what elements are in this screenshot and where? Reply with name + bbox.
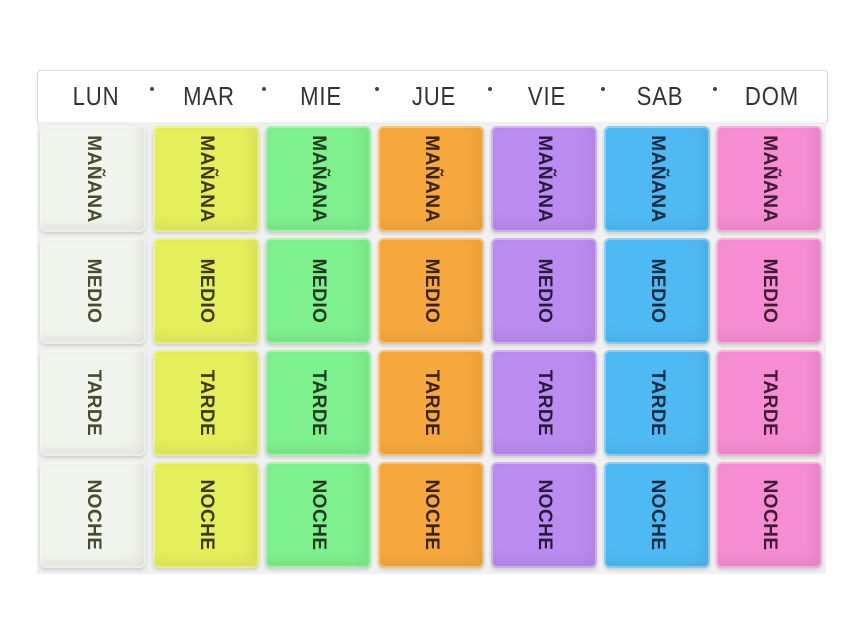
slot-label: NOCHE <box>195 479 217 551</box>
compartment-vie-1[interactable]: MEDIO <box>490 238 597 344</box>
slot-label: NOCHE <box>83 479 104 551</box>
day-label-jue: JUE <box>411 81 457 111</box>
compartment-jue-0[interactable]: MAÑANA <box>378 126 485 232</box>
slot-label: TARDE <box>646 369 668 437</box>
slot-label: TARDE <box>759 369 781 437</box>
compartment-dom-0[interactable]: MAÑANA <box>716 126 823 232</box>
slot-label: TARDE <box>195 369 217 437</box>
compartment-vie-0[interactable]: MAÑANA <box>490 126 597 232</box>
compartment-lun-1[interactable]: MEDIO <box>40 238 146 344</box>
slot-label: MAÑANA <box>533 135 555 223</box>
slot-label: NOCHE <box>646 479 668 551</box>
compartment-vie-2[interactable]: TARDE <box>490 350 597 456</box>
day-label-sab: SAB <box>636 81 683 111</box>
pill-organizer-grid: MAÑANA MEDIO TARDE NOCHE MAÑANA MEDIO TARDE NOC… <box>37 122 826 574</box>
compartment-dom-3[interactable]: NOCHE <box>716 462 823 568</box>
compartment-mar-3[interactable]: NOCHE <box>152 462 259 568</box>
slot-label: MEDIO <box>83 258 104 324</box>
compartment-vie-3[interactable]: NOCHE <box>490 462 597 568</box>
compartment-sab-1[interactable]: MEDIO <box>603 238 710 344</box>
day-label-dom: DOM <box>745 81 800 111</box>
slot-label: NOCHE <box>759 479 781 551</box>
separator-dot <box>149 87 154 91</box>
compartment-mar-1[interactable]: MEDIO <box>152 238 259 344</box>
compartment-lun-2[interactable]: TARDE <box>40 350 146 456</box>
slot-label: NOCHE <box>421 479 443 551</box>
day-label-vie: VIE <box>527 81 566 111</box>
day-header-strip: LUN MAR MIE JUE VIE SAB DOM <box>37 70 828 124</box>
compartment-dom-2[interactable]: TARDE <box>716 350 823 456</box>
slot-label: MEDIO <box>533 258 555 324</box>
slot-label: MEDIO <box>646 258 668 324</box>
slot-label: MAÑANA <box>195 135 217 223</box>
slot-label: TARDE <box>533 369 555 437</box>
slot-label: MAÑANA <box>83 135 104 223</box>
slot-label: MAÑANA <box>646 135 668 223</box>
separator-dot <box>375 87 380 91</box>
separator-dot <box>600 87 605 91</box>
compartment-lun-3[interactable]: NOCHE <box>40 462 146 568</box>
day-label-mie: MIE <box>300 81 343 111</box>
compartment-sab-3[interactable]: NOCHE <box>603 462 710 568</box>
compartment-mar-0[interactable]: MAÑANA <box>152 126 259 232</box>
compartment-sab-2[interactable]: TARDE <box>603 350 710 456</box>
slot-label: MEDIO <box>195 258 217 324</box>
compartment-mie-1[interactable]: MEDIO <box>265 238 372 344</box>
compartment-jue-2[interactable]: TARDE <box>378 350 485 456</box>
compartment-jue-1[interactable]: MEDIO <box>378 238 485 344</box>
separator-dot <box>487 87 492 91</box>
compartment-sab-0[interactable]: MAÑANA <box>603 126 710 232</box>
separator-dot <box>262 87 267 91</box>
day-label-mar: MAR <box>182 81 235 111</box>
slot-label: TARDE <box>308 369 330 437</box>
compartment-dom-1[interactable]: MEDIO <box>716 238 823 344</box>
slot-label: MAÑANA <box>759 135 781 223</box>
compartment-mie-2[interactable]: TARDE <box>265 350 372 456</box>
day-label-lun: LUN <box>72 81 120 111</box>
separator-dot <box>713 87 718 91</box>
slot-label: MAÑANA <box>421 135 443 223</box>
slot-label: MEDIO <box>759 258 781 324</box>
slot-label: MAÑANA <box>308 135 330 223</box>
slot-label: TARDE <box>421 369 443 437</box>
compartment-mie-3[interactable]: NOCHE <box>265 462 372 568</box>
slot-label: MEDIO <box>308 258 330 324</box>
compartment-lun-0[interactable]: MAÑANA <box>40 126 146 232</box>
compartment-mie-0[interactable]: MAÑANA <box>265 126 372 232</box>
slot-label: TARDE <box>83 369 104 437</box>
slot-label: MEDIO <box>421 258 443 324</box>
compartment-mar-2[interactable]: TARDE <box>152 350 259 456</box>
slot-label: NOCHE <box>533 479 555 551</box>
slot-label: NOCHE <box>308 479 330 551</box>
compartment-jue-3[interactable]: NOCHE <box>378 462 485 568</box>
